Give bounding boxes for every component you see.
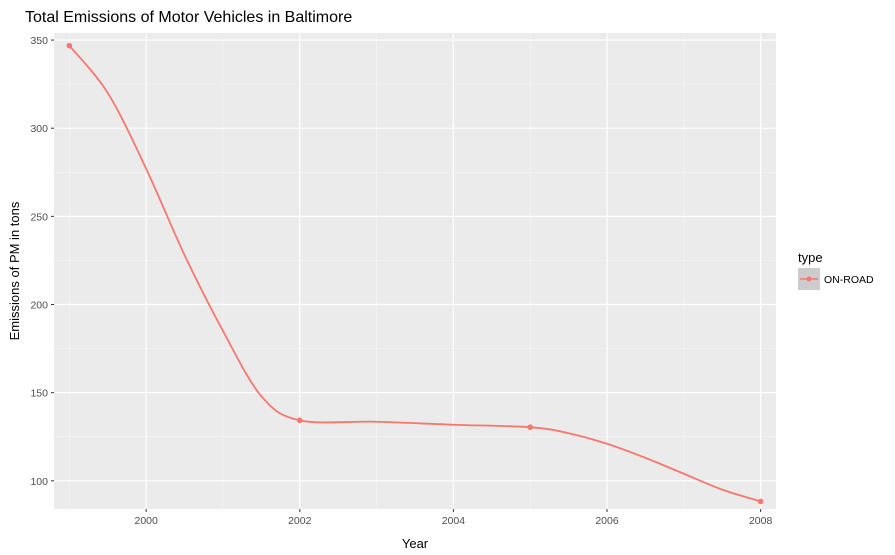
y-tick-label: 250 xyxy=(30,211,48,223)
data-point xyxy=(757,498,764,505)
series-line-on-road xyxy=(68,45,761,503)
y-tick-label: 200 xyxy=(30,299,48,311)
legend-label: ON-ROAD xyxy=(824,274,874,286)
x-tick-label: 2006 xyxy=(595,515,619,527)
grid-major xyxy=(54,33,776,509)
y-tick-label: 350 xyxy=(30,35,48,47)
series-layer xyxy=(66,42,764,505)
chart-title: Total Emissions of Motor Vehicles in Bal… xyxy=(25,9,352,26)
legend: type ON-ROAD xyxy=(798,250,874,290)
data-point xyxy=(527,424,534,430)
x-axis-label: Year xyxy=(402,536,429,551)
x-tick-label: 2002 xyxy=(288,515,312,527)
grid-minor xyxy=(54,33,776,509)
y-tick-label: 300 xyxy=(30,123,48,135)
y-axis-label: Emissions of PM in tons xyxy=(7,201,22,340)
legend-key-point xyxy=(806,276,812,282)
x-tick-label: 2004 xyxy=(442,515,466,527)
x-tick-label: 2008 xyxy=(749,515,773,527)
y-tick-label: 150 xyxy=(30,388,48,400)
y-tick-label: 100 xyxy=(30,476,48,488)
legend-title: type xyxy=(798,250,823,265)
data-point xyxy=(296,417,303,424)
plot-panel xyxy=(54,33,776,509)
y-axis-ticks: 100 150 200 250 300 350 xyxy=(30,35,54,488)
data-point xyxy=(66,42,73,49)
x-tick-label: 2000 xyxy=(134,515,158,527)
x-axis-ticks: 2000 2002 2004 2006 2008 xyxy=(134,509,772,527)
